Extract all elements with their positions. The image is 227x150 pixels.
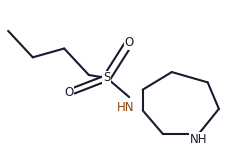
Text: HN: HN [117, 101, 135, 114]
Text: S: S [103, 71, 111, 84]
Text: O: O [64, 86, 73, 99]
Text: O: O [125, 36, 134, 49]
Text: NH: NH [190, 133, 207, 146]
